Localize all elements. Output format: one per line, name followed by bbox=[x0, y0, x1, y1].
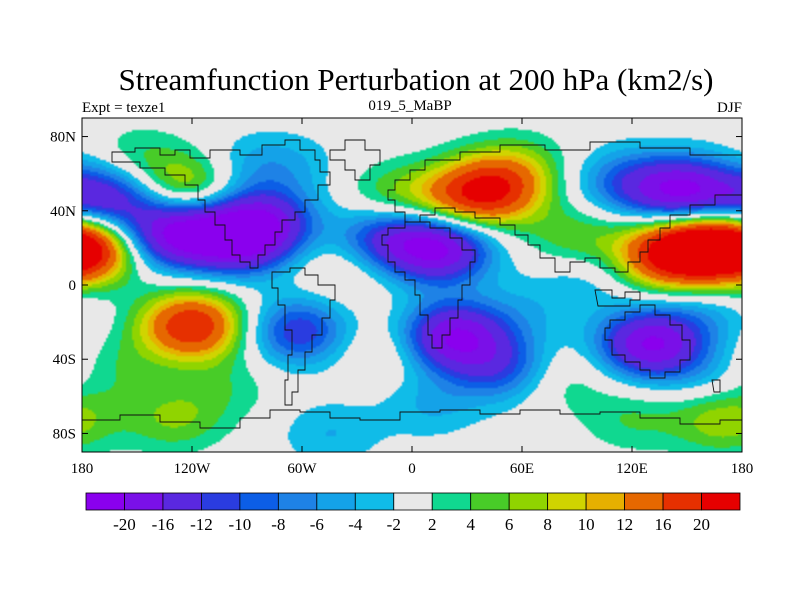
coastline-overlay bbox=[82, 139, 742, 452]
colorbar-label: 4 bbox=[466, 515, 475, 534]
colorbar-box bbox=[201, 492, 241, 511]
colorbar-label: -6 bbox=[310, 515, 324, 534]
coast-africa bbox=[381, 221, 476, 349]
plot-area: 180 120W 60W 0 60E 120E 180 80N 40N 0 40S 80S bbox=[50, 117, 754, 477]
colorbar-label: 6 bbox=[505, 515, 514, 534]
colorbar-label: -10 bbox=[229, 515, 252, 534]
coast-north-america bbox=[111, 139, 331, 269]
coast-australia bbox=[604, 304, 691, 379]
colorbar: -20 -16 -12 -10 -8 -6 -4 -2 2 4 6 8 10 12 16 20 bbox=[85, 492, 741, 534]
coast-maritime bbox=[594, 289, 641, 307]
colorbar-box bbox=[701, 492, 741, 511]
colorbar-box bbox=[316, 492, 356, 511]
colorbar-box bbox=[585, 492, 625, 511]
colorbar-label: -8 bbox=[271, 515, 285, 534]
colorbar-label: 10 bbox=[578, 515, 595, 534]
colorbar-box bbox=[85, 492, 125, 511]
colorbar-box bbox=[393, 492, 433, 511]
left-string: Expt = texze1 bbox=[82, 100, 165, 116]
x-axis: 180 120W 60W 0 60E 120E 180 bbox=[71, 118, 754, 477]
colorbar-box bbox=[624, 492, 664, 511]
right-string: DJF bbox=[717, 100, 742, 116]
colorbar-box bbox=[124, 492, 164, 511]
x-tick-label: 180 bbox=[71, 461, 94, 477]
contour-field bbox=[82, 118, 742, 452]
x-tick-label: 180 bbox=[731, 461, 754, 477]
chart-title: Streamfunction Perturbation at 200 hPa (… bbox=[119, 62, 714, 97]
colorbar-box bbox=[431, 492, 472, 511]
colorbar-label: 20 bbox=[693, 515, 710, 534]
colorbar-label: -2 bbox=[387, 515, 401, 534]
colorbar-label: 8 bbox=[543, 515, 552, 534]
coast-south-america bbox=[271, 267, 336, 406]
y-tick-label: 40S bbox=[53, 352, 76, 368]
y-tick-label: 0 bbox=[69, 278, 77, 294]
y-axis: 80N 40N 0 40S 80S bbox=[50, 130, 742, 442]
x-tick-label: 60W bbox=[287, 461, 317, 477]
y-tick-label: 40N bbox=[50, 204, 76, 220]
y-tick-label: 80S bbox=[53, 426, 76, 442]
colorbar-box bbox=[547, 492, 587, 511]
center-string: 019_5_MaBP bbox=[368, 98, 451, 114]
coast-eurasia bbox=[387, 141, 742, 273]
colorbar-label: -20 bbox=[113, 515, 136, 534]
colorbar-box bbox=[470, 492, 510, 511]
colorbar-box bbox=[662, 492, 702, 511]
y-tick-label: 80N bbox=[50, 130, 76, 146]
colorbar-box bbox=[354, 492, 395, 511]
coast-greenland bbox=[329, 139, 381, 181]
colorbar-label: -16 bbox=[152, 515, 175, 534]
colorbar-label: 16 bbox=[655, 515, 672, 534]
colorbar-label: -12 bbox=[190, 515, 213, 534]
colorbar-label: 2 bbox=[428, 515, 437, 534]
colorbar-box bbox=[277, 492, 318, 511]
coast-new-zealand bbox=[711, 379, 721, 393]
x-tick-label: 0 bbox=[408, 461, 416, 477]
x-tick-label: 120E bbox=[616, 461, 648, 477]
colorbar-box bbox=[508, 492, 549, 511]
colorbar-box bbox=[239, 492, 279, 511]
x-tick-label: 120W bbox=[174, 461, 212, 477]
x-tick-label: 60E bbox=[510, 461, 534, 477]
colorbar-box bbox=[162, 492, 202, 511]
coast-antarctica bbox=[82, 409, 742, 452]
colorbar-label: -4 bbox=[348, 515, 363, 534]
colorbar-label: 12 bbox=[616, 515, 633, 534]
